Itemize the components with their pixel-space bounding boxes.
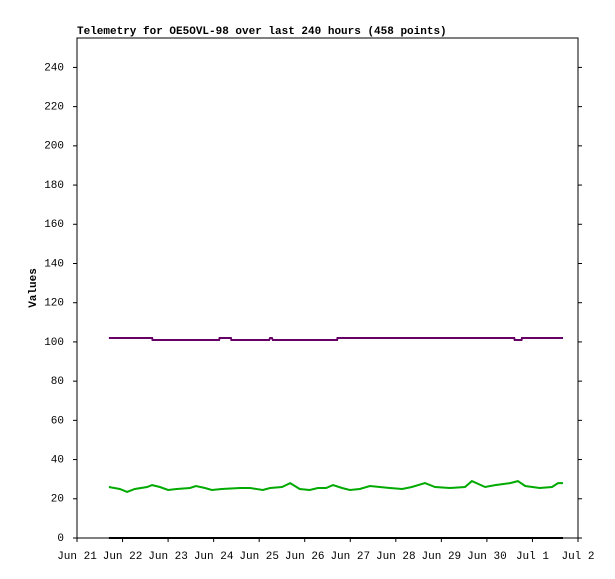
x-tick-label: Jun 23	[148, 551, 188, 563]
y-tick-label: 20	[51, 494, 64, 506]
y-tick-label: 220	[44, 102, 64, 114]
x-tick-label: Jun 21	[57, 551, 97, 563]
y-tick-label: 160	[44, 219, 64, 231]
y-tick-label: 200	[44, 141, 64, 153]
y-tick-label: 40	[51, 454, 64, 466]
chart-title: Telemetry for OE5OVL-98 over last 240 ho…	[77, 26, 447, 38]
y-tick-label: 80	[51, 376, 64, 388]
x-tick-label: Jun 26	[285, 551, 325, 563]
x-tick-label: Jul 1	[516, 551, 549, 563]
x-tick-label: Jun 25	[239, 551, 279, 563]
y-tick-label: 180	[44, 180, 64, 192]
x-tick-label: Jul 2	[561, 551, 594, 563]
y-tick-label: 0	[57, 533, 64, 545]
y-axis-label: Values	[28, 268, 40, 308]
x-tick-label: Jun 22	[103, 551, 143, 563]
y-tick-label: 100	[44, 337, 64, 349]
x-tick-label: Jun 30	[467, 551, 507, 563]
y-tick-label: 140	[44, 258, 64, 270]
x-tick-label: Jun 24	[194, 551, 234, 563]
y-tick-label: 60	[51, 415, 64, 427]
series-line	[108, 479, 563, 493]
x-tick-label: Jun 27	[330, 551, 370, 563]
x-tick-label: Jun 29	[422, 551, 462, 563]
series-line	[108, 337, 563, 341]
y-tick-label: 120	[44, 298, 64, 310]
y-tick-label: 240	[44, 62, 64, 74]
x-tick-label: Jun 28	[376, 551, 416, 563]
plot-frame	[76, 37, 579, 539]
